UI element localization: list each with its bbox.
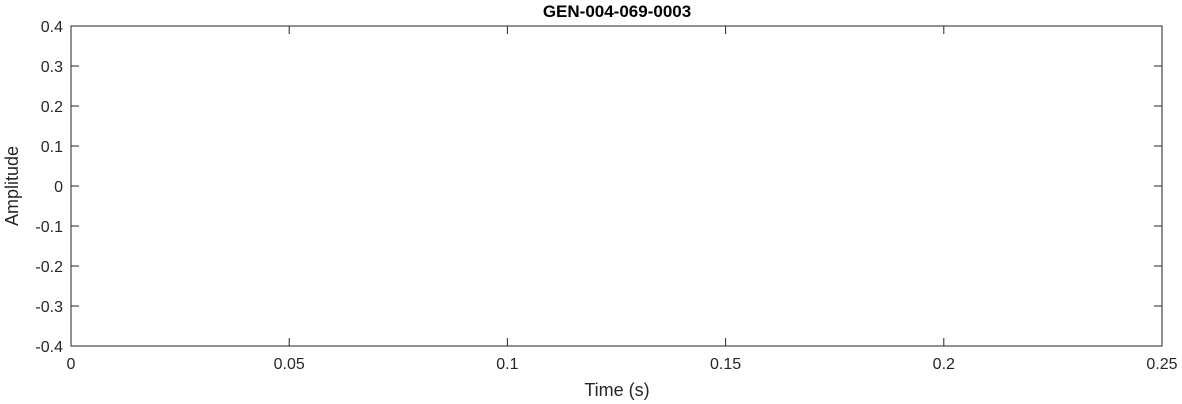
y-tick-label: -0.4 [35, 339, 63, 356]
y-tick-label: -0.1 [35, 219, 63, 236]
x-tick-label: 0.15 [710, 356, 741, 373]
y-tick-label: 0.2 [41, 99, 63, 116]
chart-title: GEN-004-069-0003 [543, 2, 691, 21]
x-tick-label: 0.1 [496, 356, 518, 373]
x-tick-label: 0.05 [274, 356, 305, 373]
y-tick-label: 0.1 [41, 139, 63, 156]
plot-frame [70, 25, 1163, 347]
y-axis-title: Amplitude [2, 146, 22, 226]
y-tick-label: 0.3 [41, 59, 63, 76]
y-tick-label: -0.3 [35, 299, 63, 316]
x-tick-label: 0.2 [933, 356, 955, 373]
x-axis-title: Time (s) [584, 380, 649, 400]
y-tick-label: 0 [54, 179, 63, 196]
y-tick-label: 0.4 [41, 19, 63, 36]
y-tick-label: -0.2 [35, 259, 63, 276]
axes-layer: 0 0.05 0.1 0.15 0.2 0.25 -0.4 -0.3 -0.2 -0.1 0 0.1 0… [35, 19, 1177, 373]
x-tick-label: 0 [67, 356, 76, 373]
x-tick-label: 0.25 [1146, 356, 1177, 373]
